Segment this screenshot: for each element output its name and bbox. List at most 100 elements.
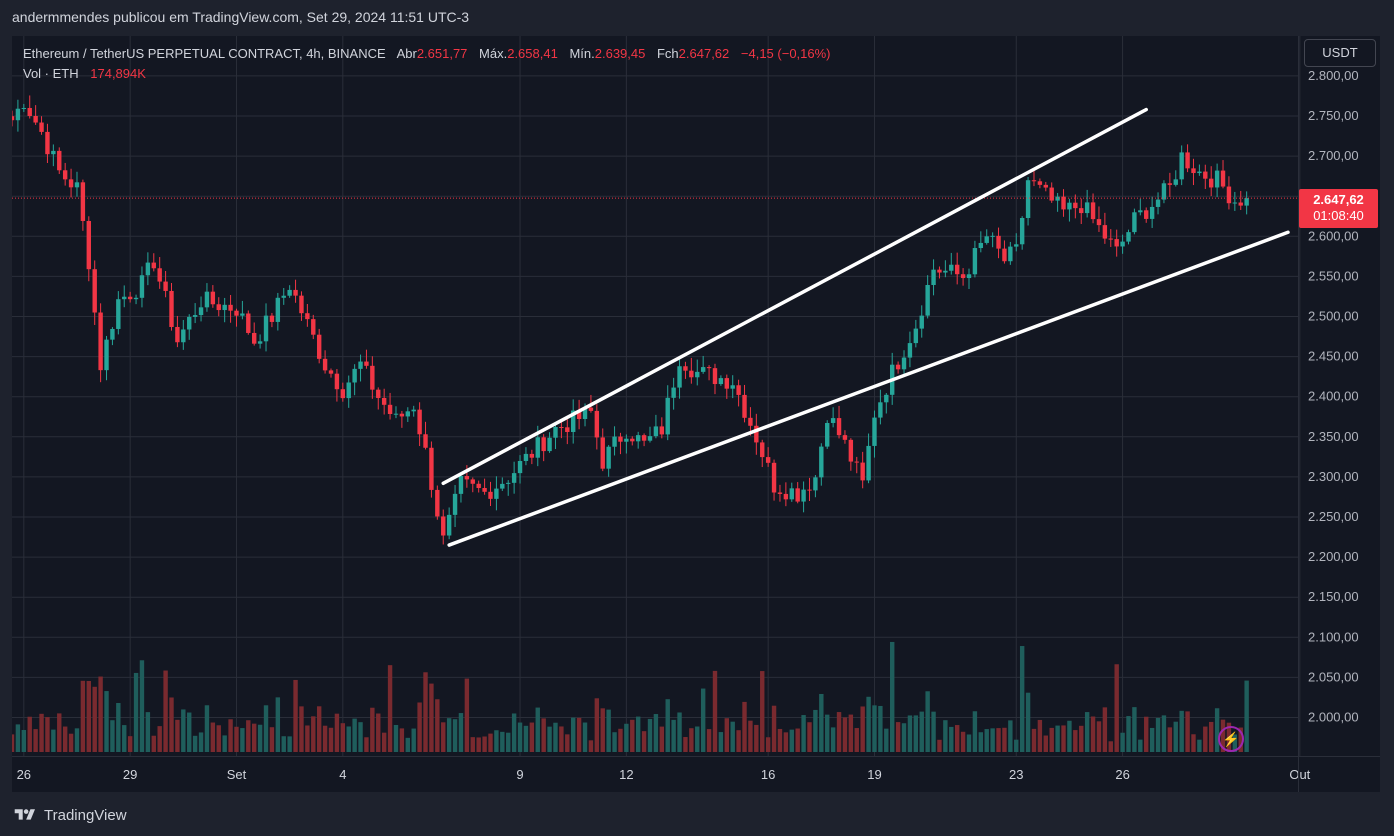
candle-body	[175, 326, 180, 343]
candle-body	[571, 410, 576, 432]
volume-bar	[565, 734, 570, 752]
candle-body	[423, 434, 428, 448]
volume-bar	[151, 735, 156, 752]
volume-bar	[393, 724, 399, 752]
candle-body	[1144, 210, 1149, 219]
volume-bar	[588, 740, 594, 752]
candle-body	[305, 313, 310, 320]
tradingview-brand[interactable]: TradingView	[44, 806, 127, 824]
legend-low: 2.639,45	[594, 46, 646, 61]
volume-bar	[464, 678, 470, 752]
volume-bar	[222, 735, 227, 752]
volume-bar	[39, 713, 44, 752]
flash-icon[interactable]: ⚡	[1218, 726, 1244, 752]
volume-bar	[57, 713, 62, 752]
volume-bar	[216, 725, 221, 752]
volume-bar	[423, 672, 428, 752]
last-price-label: 2.647,62 01:08:40	[1299, 189, 1378, 228]
volume-bar	[760, 671, 765, 752]
candle-body	[700, 367, 706, 372]
volume-bar	[919, 711, 924, 752]
y-tick-label: 2.500,00	[1308, 309, 1359, 324]
legend-volume-label: Vol · ETH	[23, 66, 79, 81]
candle-body	[228, 304, 233, 311]
volume-bar	[163, 670, 168, 752]
legend-volume: 174,894K	[90, 66, 146, 81]
volume-bar	[405, 737, 410, 752]
volume-bar	[511, 713, 517, 752]
currency-button[interactable]: USDT	[1304, 39, 1376, 67]
volume-bar	[133, 672, 139, 752]
candle-body	[198, 307, 204, 316]
volume-bar	[441, 722, 446, 752]
volume-bar	[777, 728, 783, 752]
volume-bar	[1161, 715, 1167, 752]
y-tick-label: 2.000,00	[1308, 710, 1359, 725]
candle-body	[777, 492, 783, 494]
candle-body	[1203, 171, 1208, 179]
candle-body	[895, 364, 901, 370]
volume-bar	[27, 716, 32, 752]
candle-body	[1025, 180, 1031, 219]
volume-bar	[62, 726, 68, 752]
candle-body	[1232, 202, 1238, 204]
x-tick-label: Set	[227, 767, 247, 782]
volume-bar	[795, 728, 800, 752]
volume-bar	[890, 641, 895, 752]
volume-bar	[269, 727, 275, 752]
candle-body	[1108, 238, 1113, 240]
volume-bar	[689, 728, 694, 752]
candle-body	[872, 417, 877, 446]
candle-body	[848, 439, 854, 462]
x-tick-label: 19	[867, 767, 881, 782]
volume-bar	[1102, 707, 1108, 752]
legend-close-label: Fch	[656, 46, 679, 61]
candle-body	[860, 462, 865, 481]
candle-body	[1084, 202, 1090, 214]
legend-symbol[interactable]: Ethereum / TetherUS PERPETUAL CONTRACT, …	[23, 46, 386, 61]
tradingview-logo-icon	[14, 809, 35, 820]
volume-bar	[576, 717, 582, 752]
volume-bar	[139, 660, 145, 752]
volume-bar	[234, 726, 239, 752]
volume-bar	[1197, 739, 1202, 752]
volume-bar	[700, 688, 706, 752]
volume-bar	[854, 728, 859, 752]
volume-bar	[157, 726, 162, 752]
volume-bar	[1114, 664, 1119, 752]
volume-bar	[122, 725, 127, 752]
candle-body	[269, 315, 275, 322]
volume-bar	[240, 728, 245, 752]
volume-bar	[346, 726, 351, 752]
volume-bar	[789, 729, 794, 752]
legend-price-row: Ethereum / TetherUS PERPETUAL CONTRACT, …	[23, 45, 831, 65]
volume-bar	[435, 699, 440, 752]
volume-bar	[506, 732, 511, 752]
candle-body	[529, 453, 535, 458]
candle-body	[358, 361, 363, 369]
candle-body	[754, 425, 759, 443]
candle-body	[252, 332, 257, 344]
chart-pane[interactable]: 2.000,00 2.050,00 2.100,00 2.150,00 2.200,00…	[12, 36, 1380, 792]
volume-bar	[145, 712, 151, 752]
bar-countdown: 01:08:40	[1313, 208, 1364, 223]
candle-body	[724, 378, 729, 389]
volume-bar	[169, 697, 174, 752]
y-tick-label: 2.250,00	[1308, 509, 1359, 524]
price-chart[interactable]: 2.000,00 2.050,00 2.100,00 2.150,00 2.200,00…	[12, 36, 1380, 792]
legend-change: −4,15 (−0,16%)	[740, 46, 831, 61]
volume-bar	[937, 739, 942, 752]
volume-bar	[51, 729, 56, 752]
candle-body	[86, 220, 91, 270]
volume-bar	[825, 714, 830, 752]
candle-body	[316, 334, 322, 359]
candle-body	[801, 489, 806, 502]
volume-bar	[618, 728, 623, 752]
candle-body	[878, 402, 883, 418]
candle-body	[275, 297, 281, 322]
candle-body	[364, 361, 369, 366]
volume-bar	[990, 728, 995, 752]
candle-body	[842, 435, 848, 440]
candle-body	[1037, 181, 1043, 185]
volume-bar	[1090, 716, 1096, 752]
